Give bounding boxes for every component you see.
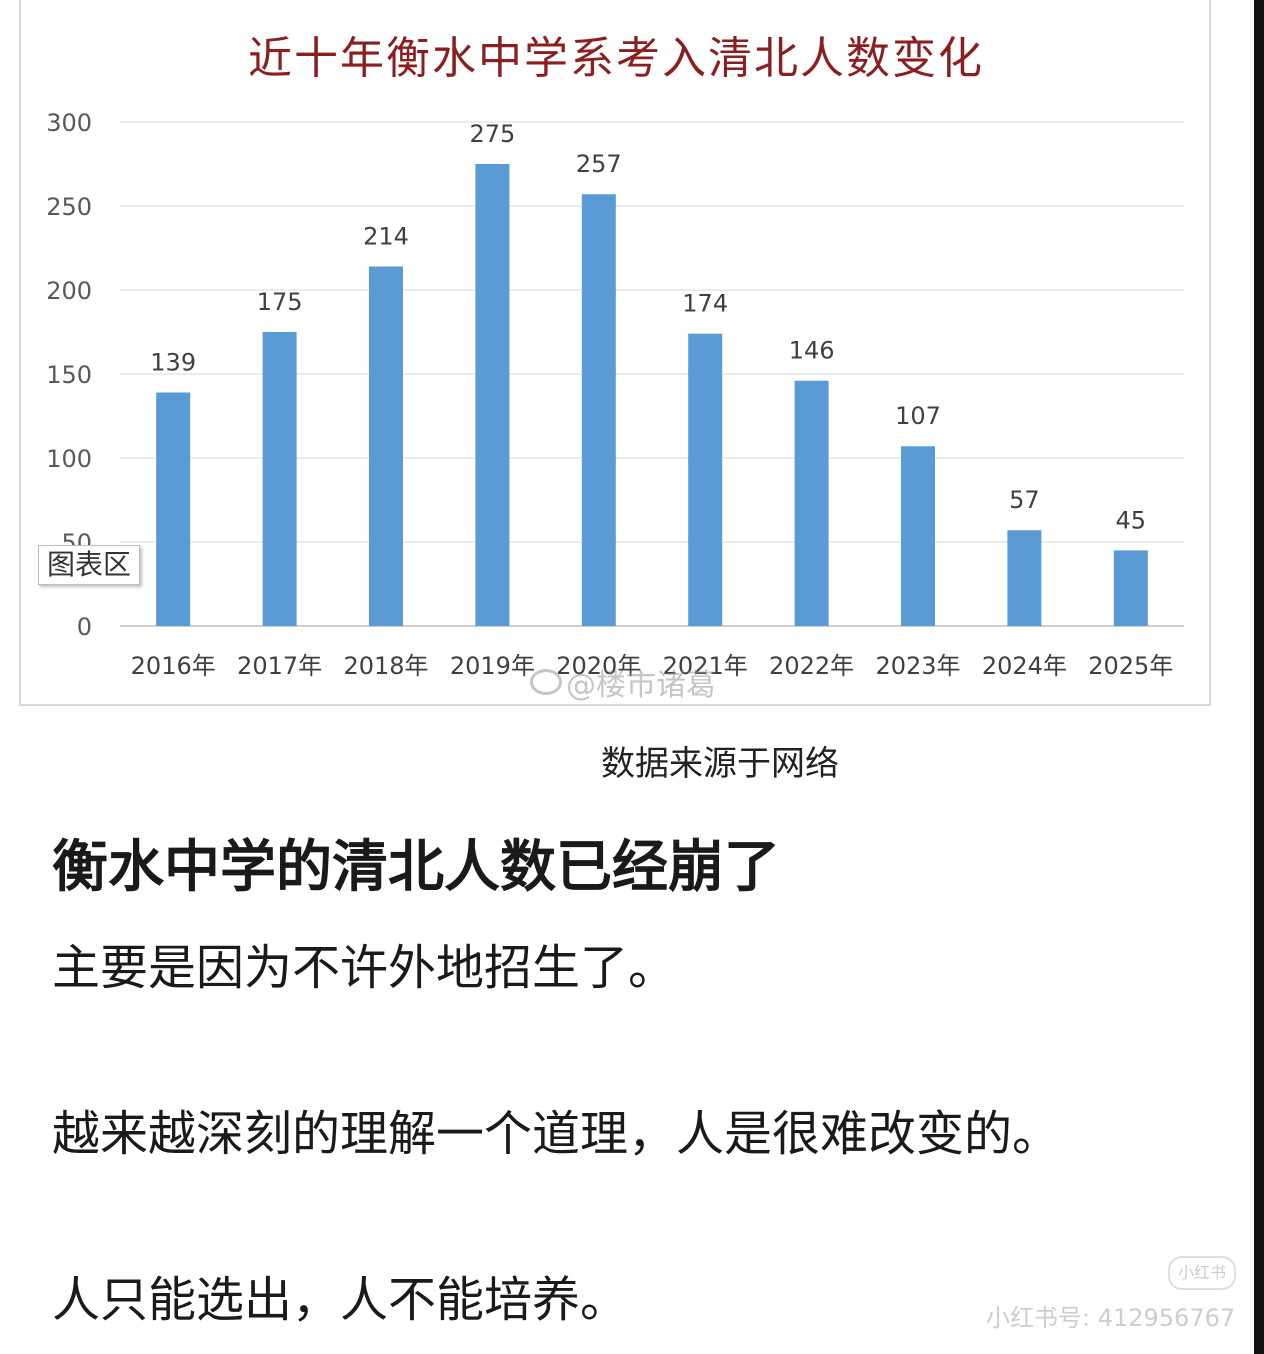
platform-id: 小红书号: 412956767: [986, 1304, 1236, 1332]
bar: [262, 332, 297, 626]
paragraph-2: 越来越深刻的理解一个道理，人是很难改变的。: [52, 1106, 1061, 1162]
post-headline: 衡水中学的清北人数已经崩了: [52, 835, 780, 900]
watermark-text: @楼市诸葛: [566, 668, 716, 703]
y-tick-label: 200: [46, 277, 92, 305]
weibo-watermark: @楼市诸葛: [530, 660, 716, 704]
source-note: 数据来源于网络: [601, 744, 839, 784]
x-tick-label: 2020年: [556, 652, 641, 680]
x-tick-label: 2023年: [875, 652, 960, 680]
x-tick-label: 2016年: [131, 652, 216, 680]
x-tick-label: 2025年: [1088, 652, 1173, 680]
bar-chart: 0501001502002503001392016年1752017年214201…: [46, 109, 1184, 680]
data-label: 107: [895, 402, 941, 430]
y-tick-label: 300: [46, 109, 92, 137]
paragraph-1: 主要是因为不许外地招生了。: [52, 940, 677, 996]
data-label: 275: [469, 120, 515, 148]
weibo-icon: [530, 669, 562, 695]
bar: [581, 194, 616, 627]
bar: [369, 266, 403, 626]
x-tick-label: 2018年: [343, 652, 428, 680]
bar: [156, 392, 191, 626]
bar: [1007, 530, 1042, 626]
x-tick-label: 2017年: [237, 652, 322, 680]
chart-area-tooltip: 图表区: [38, 545, 140, 585]
y-tick-label: 100: [46, 445, 92, 473]
bar: [901, 446, 935, 626]
y-tick-label: 150: [46, 361, 92, 389]
chart-title: 近十年衡水中学系考入清北人数变化: [248, 33, 984, 84]
data-label: 175: [257, 288, 303, 316]
data-label: 146: [789, 337, 835, 365]
bar: [475, 164, 510, 626]
bar: [688, 333, 723, 626]
data-label: 139: [150, 348, 196, 376]
bar: [1113, 550, 1148, 626]
data-label: 214: [363, 222, 409, 250]
data-label: 45: [1116, 506, 1147, 534]
platform-logo: 小红书: [1168, 1256, 1236, 1290]
bar: [794, 380, 829, 626]
data-label: 257: [576, 150, 622, 178]
paragraph-3: 人只能选出，人不能培养。: [52, 1272, 629, 1328]
y-tick-label: 250: [46, 193, 92, 221]
x-tick-label: 2022年: [769, 652, 854, 680]
data-label: 174: [682, 290, 728, 318]
x-tick-label: 2019年: [450, 652, 535, 680]
right-edge-border: [1254, 0, 1264, 1354]
x-tick-label: 2021年: [663, 652, 748, 680]
x-tick-label: 2024年: [982, 652, 1067, 680]
y-tick-label: 0: [77, 613, 92, 641]
data-label: 57: [1009, 486, 1040, 514]
